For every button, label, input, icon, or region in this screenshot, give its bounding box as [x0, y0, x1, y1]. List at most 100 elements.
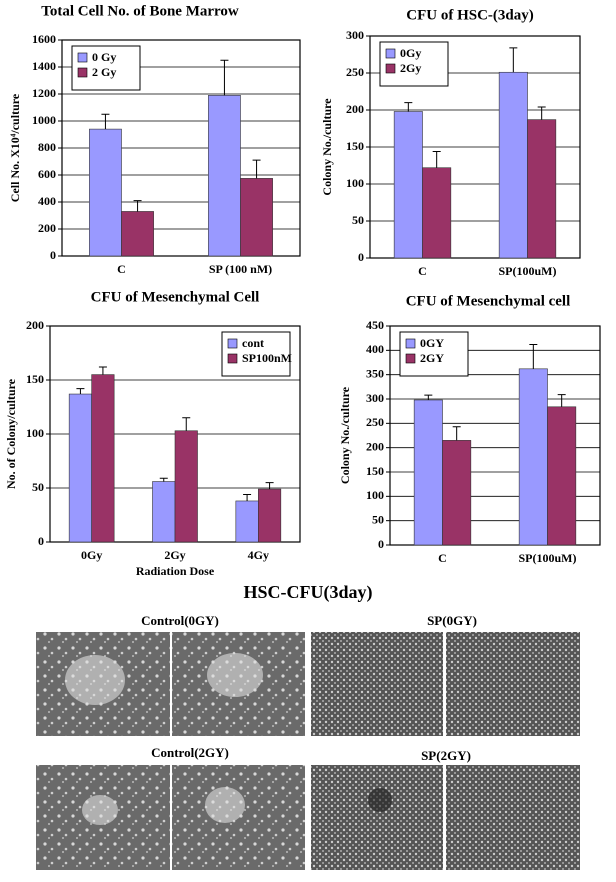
y-tick-label: 400	[366, 342, 384, 356]
bar	[121, 211, 154, 257]
error-bar	[133, 200, 142, 212]
y-tick-label: 450	[366, 318, 384, 332]
y-tick-label: 300	[366, 391, 384, 405]
error-bar	[101, 113, 110, 130]
legend-swatch	[227, 338, 238, 349]
legend-swatch	[77, 67, 88, 78]
legend-label: 2Gy	[400, 61, 421, 75]
micrograph	[446, 632, 580, 736]
legend-swatch	[385, 63, 396, 74]
y-axis-label: No. of Colony/culture	[4, 378, 18, 489]
y-tick-label: 150	[346, 139, 364, 153]
y-axis-label: Colony No./culture	[338, 386, 352, 484]
legend-label: 0 Gy	[92, 50, 116, 64]
plot-frame	[389, 325, 601, 546]
legend-swatch	[405, 353, 416, 364]
plot-frame	[369, 35, 581, 259]
error-bar	[76, 388, 85, 395]
error-bar	[404, 102, 413, 112]
y-tick-label: 200	[38, 221, 56, 235]
chart-title: CFU of Mesenchymal Cell	[91, 289, 260, 305]
bar	[258, 488, 282, 543]
x-tick-label: SP (100 nM)	[209, 262, 272, 276]
y-tick-label: 150	[366, 464, 384, 478]
y-tick-label: 100	[26, 426, 44, 440]
bar	[89, 128, 122, 257]
colony	[207, 653, 263, 697]
legend-label: SP100nM	[242, 351, 292, 365]
bar	[240, 178, 273, 257]
plot-frame	[61, 39, 301, 257]
error-bar	[159, 477, 168, 482]
y-tick-label: 0	[50, 248, 56, 262]
error-bar	[557, 394, 566, 407]
error-bar	[220, 59, 229, 96]
x-tick-label: C	[438, 551, 447, 565]
y-tick-label: 600	[38, 167, 56, 181]
x-tick-label: C	[117, 262, 126, 276]
colony	[65, 655, 125, 705]
error-bar	[98, 366, 107, 375]
y-tick-label: 200	[26, 318, 44, 332]
chart-title: CFU of Mesenchymal cell	[406, 293, 571, 309]
y-tick-label: 100	[346, 176, 364, 190]
panel-label: Control(0GY)	[141, 613, 219, 628]
colony	[205, 787, 245, 823]
error-bar	[265, 482, 274, 490]
legend-label: 0GY	[420, 336, 444, 350]
panel-label: SP(2GY)	[421, 748, 471, 763]
chart-title: CFU of HSC-(3day)	[406, 7, 534, 23]
bar	[498, 71, 528, 259]
figure-title: HSC-CFU(3day)	[244, 582, 373, 603]
error-bar	[509, 47, 518, 73]
bar	[393, 111, 423, 259]
y-tick-label: 300	[346, 28, 364, 42]
bar	[527, 119, 557, 259]
y-tick-label: 1000	[32, 113, 56, 127]
error-bar	[537, 106, 546, 120]
y-tick-label: 250	[366, 415, 384, 429]
y-axis-label: Colony No./culture	[320, 98, 334, 196]
bar	[547, 406, 577, 546]
error-bar	[529, 343, 538, 369]
y-tick-label: 200	[366, 439, 384, 453]
y-tick-label: 0	[38, 534, 44, 548]
chart-title: Total Cell No. of Bone Marrow	[41, 3, 239, 19]
x-tick-label: 4Gy	[248, 548, 269, 562]
x-tick-label: C	[418, 264, 427, 278]
y-tick-label: 100	[366, 488, 384, 502]
x-tick-label: 0Gy	[81, 548, 102, 562]
y-tick-label: 50	[352, 213, 364, 227]
error-bar	[432, 150, 441, 168]
bar	[91, 374, 115, 543]
y-tick-label: 50	[32, 480, 44, 494]
y-tick-label: 0	[378, 537, 384, 551]
micrograph	[311, 765, 443, 870]
bar	[68, 393, 92, 543]
y-tick-label: 350	[366, 366, 384, 380]
bar	[174, 430, 198, 543]
colony	[82, 795, 118, 825]
y-tick-label: 0	[358, 250, 364, 264]
x-tick-label: SP(100uM)	[499, 264, 557, 278]
legend-swatch	[405, 338, 416, 349]
legend-label: 0Gy	[400, 46, 421, 60]
y-tick-label: 150	[26, 372, 44, 386]
error-bar	[452, 426, 461, 441]
legend-swatch	[77, 52, 88, 63]
y-tick-label: 1400	[32, 59, 56, 73]
y-tick-label: 800	[38, 140, 56, 154]
bar	[518, 368, 548, 546]
bar	[442, 440, 472, 546]
legend-label: 2GY	[420, 351, 444, 365]
x-axis-label: Radiation Dose	[136, 564, 215, 578]
y-tick-label: 50	[372, 512, 384, 526]
error-bar	[252, 159, 261, 179]
bar	[422, 167, 452, 259]
legend-label: cont	[242, 336, 264, 350]
y-tick-label: 1600	[32, 32, 56, 46]
legend-label: 2 Gy	[92, 65, 116, 79]
bar	[152, 481, 176, 543]
y-axis-label: Cell No. X10⁴/culture	[8, 93, 22, 202]
